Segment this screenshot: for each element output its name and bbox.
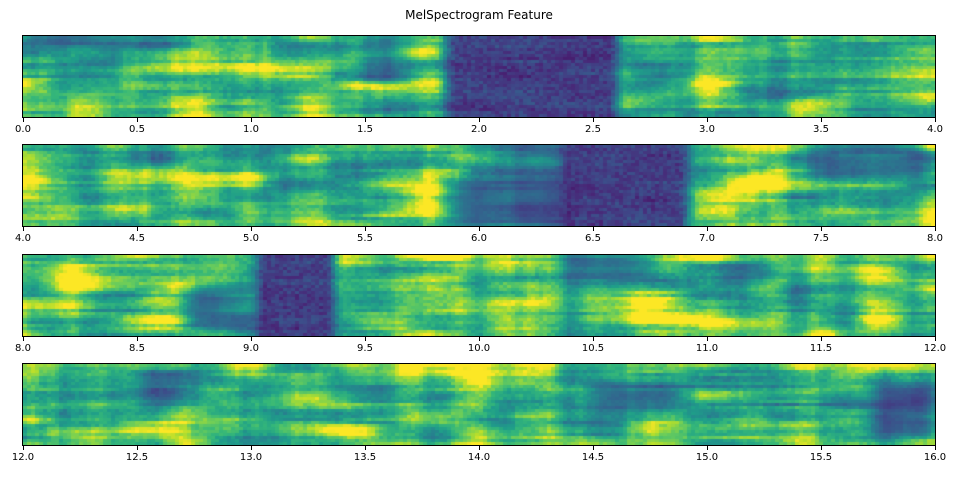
tick-mark [136, 446, 138, 450]
tick-label: 5.5 [357, 233, 373, 244]
tick-label: 0.0 [15, 124, 31, 135]
tick-mark [364, 118, 366, 122]
spectrogram-panel-2: 4.0 4.5 5.0 5.5 6.0 6.5 7.0 7.5 8.0 [15, 144, 943, 244]
tick-mark [364, 337, 366, 341]
tick-label: 14.0 [467, 452, 491, 463]
tick-label: 4.0 [15, 233, 31, 244]
tick-mark [934, 446, 936, 450]
tick-mark [250, 446, 252, 450]
tick-label: 6.0 [471, 233, 487, 244]
tick-label: 5.0 [243, 233, 259, 244]
tick-label: 7.0 [699, 233, 715, 244]
tick-label: 13.0 [239, 452, 263, 463]
x-axis-4: 12.0 12.5 13.0 13.5 14.0 14.5 15.0 15.5 16.0 [12, 445, 946, 469]
tick-label: 3.0 [699, 124, 715, 135]
tick-mark [820, 227, 822, 231]
tick-mark [820, 337, 822, 341]
tick-mark [592, 227, 594, 231]
tick-mark [706, 118, 708, 122]
tick-label: 11.0 [695, 343, 719, 354]
tick-mark [820, 446, 822, 450]
tick-mark [934, 118, 936, 122]
tick-label: 10.0 [467, 343, 491, 354]
tick-label: 4.5 [129, 233, 145, 244]
tick-label: 4.0 [927, 124, 943, 135]
tick-label: 0.5 [129, 124, 145, 135]
spectrogram-canvas-3 [23, 255, 935, 336]
tick-mark [250, 337, 252, 341]
tick-mark [706, 337, 708, 341]
tick-mark [478, 446, 480, 450]
tick-label: 12.0 [11, 452, 35, 463]
tick-mark [22, 337, 24, 341]
x-axis-2: 4.0 4.5 5.0 5.5 6.0 6.5 7.0 7.5 8.0 [15, 226, 943, 250]
tick-mark [250, 227, 252, 231]
chart-title: MelSpectrogram Feature [405, 8, 553, 22]
tick-mark [820, 118, 822, 122]
tick-label: 15.0 [695, 452, 719, 463]
tick-mark [592, 446, 594, 450]
tick-label: 3.5 [813, 124, 829, 135]
tick-mark [478, 227, 480, 231]
tick-mark [706, 446, 708, 450]
tick-mark [364, 446, 366, 450]
tick-label: 16.0 [923, 452, 947, 463]
tick-mark [592, 118, 594, 122]
tick-mark [136, 118, 138, 122]
tick-mark [592, 337, 594, 341]
tick-mark [934, 227, 936, 231]
tick-mark [22, 227, 24, 231]
tick-label: 15.5 [809, 452, 833, 463]
tick-label: 2.5 [585, 124, 601, 135]
tick-label: 1.5 [357, 124, 373, 135]
tick-label: 10.5 [581, 343, 605, 354]
tick-mark [934, 337, 936, 341]
tick-label: 14.5 [581, 452, 605, 463]
tick-label: 8.0 [15, 343, 31, 354]
tick-mark [706, 227, 708, 231]
spectrogram-canvas-2 [23, 145, 935, 226]
tick-mark [22, 118, 24, 122]
tick-label: 1.0 [243, 124, 259, 135]
spectrogram-panel-4: 12.0 12.5 13.0 13.5 14.0 14.5 15.0 15.5 16.0 [12, 363, 946, 463]
tick-label: 12.5 [125, 452, 149, 463]
tick-mark [250, 118, 252, 122]
tick-mark [136, 227, 138, 231]
tick-label: 7.5 [813, 233, 829, 244]
tick-label: 2.0 [471, 124, 487, 135]
tick-label: 9.0 [243, 343, 259, 354]
tick-mark [22, 446, 24, 450]
spectrogram-panel-1: 0.0 0.5 1.0 1.5 2.0 2.5 3.0 3.5 4.0 [15, 35, 943, 135]
x-axis-3: 8.0 8.5 9.0 9.5 10.0 10.5 11.0 11.5 12.0 [15, 336, 946, 360]
tick-label: 8.5 [129, 343, 145, 354]
tick-label: 12.0 [923, 343, 947, 354]
tick-label: 13.5 [353, 452, 377, 463]
tick-label: 11.5 [809, 343, 833, 354]
tick-label: 9.5 [357, 343, 373, 354]
x-axis-1: 0.0 0.5 1.0 1.5 2.0 2.5 3.0 3.5 4.0 [15, 117, 943, 141]
tick-label: 6.5 [585, 233, 601, 244]
tick-mark [364, 227, 366, 231]
tick-label: 8.0 [927, 233, 943, 244]
spectrogram-canvas-1 [23, 36, 935, 117]
spectrogram-canvas-4 [23, 364, 935, 445]
tick-mark [136, 337, 138, 341]
tick-mark [478, 118, 480, 122]
tick-mark [478, 337, 480, 341]
spectrogram-panel-3: 8.0 8.5 9.0 9.5 10.0 10.5 11.0 11.5 12.0 [15, 254, 946, 354]
